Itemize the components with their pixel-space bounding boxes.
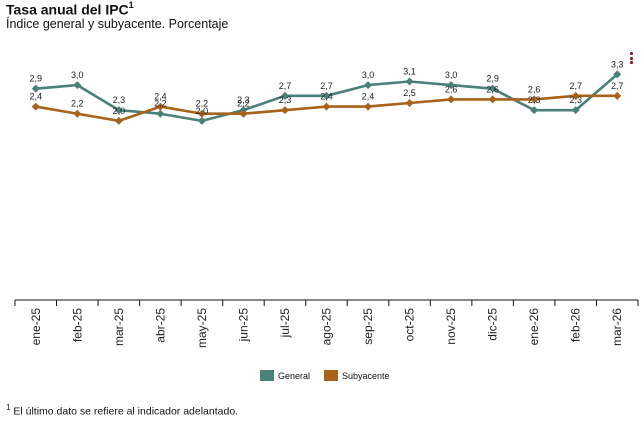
- data-label-general: 2,0: [196, 106, 209, 116]
- data-label-general: 2,7: [320, 81, 333, 91]
- data-label-subyacente: 2,6: [528, 84, 541, 94]
- data-label-subyacente: 2,3: [279, 95, 292, 105]
- x-tick-label: nov-25: [444, 308, 458, 345]
- x-tick-label: abr-25: [153, 308, 167, 343]
- chart-legend: General Subyacente: [260, 370, 404, 381]
- legend-item-general[interactable]: General: [260, 370, 310, 381]
- data-label-subyacente: 2,5: [403, 88, 416, 98]
- chart-subtitle: Índice general y subyacente. Porcentaje: [6, 17, 229, 31]
- data-point-general: [197, 116, 206, 125]
- data-label-subyacente: 2,7: [611, 81, 624, 91]
- footnote: 1 El último dato se refiere al indicador…: [6, 403, 238, 418]
- footnote-text: El último dato se refiere al indicador a…: [13, 405, 239, 418]
- chart-title-text: Tasa anual del IPC: [6, 1, 129, 18]
- data-label-subyacente: 2,2: [237, 99, 250, 109]
- legend-label-general: General: [278, 370, 311, 381]
- data-point-subyacente: [405, 98, 414, 107]
- data-label-subyacente: 2,6: [445, 84, 458, 94]
- data-point-subyacente: [73, 109, 82, 118]
- data-point-subyacente: [530, 95, 539, 104]
- data-point-subyacente: [31, 102, 40, 111]
- x-tick-label: dic-25: [486, 308, 500, 341]
- data-point-subyacente: [197, 109, 206, 118]
- data-label-general: 2,9: [486, 74, 499, 84]
- x-tick-label: ene-25: [29, 308, 43, 346]
- data-label-general: 3,0: [71, 70, 84, 80]
- data-point-subyacente: [364, 102, 373, 111]
- data-label-subyacente: 2,2: [71, 99, 84, 109]
- data-label-subyacente: 2,7: [569, 81, 582, 91]
- data-point-general: [31, 84, 40, 93]
- data-point-subyacente: [322, 102, 331, 111]
- title-footnote-marker: 1: [128, 0, 134, 10]
- data-point-general: [613, 70, 622, 79]
- chart-title: Tasa anual del IPC1: [6, 0, 134, 18]
- data-label-general: 2,3: [528, 95, 541, 105]
- data-label-general: 2,9: [30, 74, 43, 84]
- x-tick-label: ene-26: [527, 308, 541, 346]
- data-point-general: [114, 106, 123, 115]
- data-point-general: [405, 77, 414, 86]
- data-point-general: [530, 106, 539, 115]
- legend-item-subyacente[interactable]: Subyacente: [324, 370, 390, 381]
- legend-swatch-general: [260, 370, 274, 381]
- data-label-subyacente: 2,4: [320, 92, 333, 102]
- data-label-subyacente: 2,2: [196, 99, 209, 109]
- x-tick-label: jun-25: [236, 308, 250, 343]
- legend-swatch-subyacente: [324, 370, 339, 381]
- data-label-general: 2,3: [113, 95, 126, 105]
- data-point-general: [322, 91, 331, 100]
- data-label-subyacente: 2,4: [154, 92, 167, 102]
- data-point-subyacente: [239, 109, 248, 118]
- data-point-general: [364, 81, 373, 90]
- x-tick-label: may-25: [195, 308, 209, 348]
- x-tick-label: feb-25: [70, 308, 84, 342]
- data-point-general: [73, 81, 82, 90]
- x-tick-label: mar-25: [112, 308, 126, 346]
- data-point-subyacente: [488, 95, 497, 104]
- x-tick-label: ago-25: [320, 308, 334, 346]
- data-label-general: 2,7: [279, 81, 292, 91]
- data-point-subyacente: [571, 91, 580, 100]
- data-point-subyacente: [447, 95, 456, 104]
- data-point-general: [156, 109, 165, 118]
- data-label-general: 2,3: [237, 95, 250, 105]
- data-label-subyacente: 2,6: [486, 84, 499, 94]
- data-label-general: 3,1: [403, 66, 416, 76]
- data-label-subyacente: 2,0: [113, 106, 126, 116]
- x-tick-label: mar-26: [610, 308, 624, 346]
- data-point-general: [280, 91, 289, 100]
- data-label-general: 3,0: [445, 70, 458, 80]
- legend-label-subyacente: Subyacente: [342, 370, 390, 381]
- data-point-general: [447, 81, 456, 90]
- data-label-subyacente: 2,4: [362, 92, 375, 102]
- x-tick-label: sep-25: [361, 308, 375, 345]
- data-point-subyacente: [156, 102, 165, 111]
- data-point-subyacente: [613, 91, 622, 100]
- data-point-general: [488, 84, 497, 93]
- line-chart: ene-25 feb-25 mar-25 abr-25 may-25 jun-25 jul-…: [14, 59, 639, 348]
- x-tick-label: jul-25: [278, 308, 292, 339]
- data-point-subyacente: [280, 106, 289, 115]
- footnote-marker: 1: [6, 403, 11, 412]
- data-point-subyacente: [114, 116, 123, 125]
- more-vertical-icon[interactable]: [630, 52, 634, 66]
- x-tick-label: feb-26: [569, 308, 583, 342]
- data-label-general: 3,0: [362, 70, 375, 80]
- data-label-subyacente: 2,4: [30, 92, 43, 102]
- x-tick-label: oct-25: [403, 308, 417, 342]
- data-label-general: 3,3: [611, 59, 624, 69]
- data-label-general: 2,3: [569, 95, 582, 105]
- data-label-general: 2,2: [154, 99, 167, 109]
- data-point-general: [571, 106, 580, 115]
